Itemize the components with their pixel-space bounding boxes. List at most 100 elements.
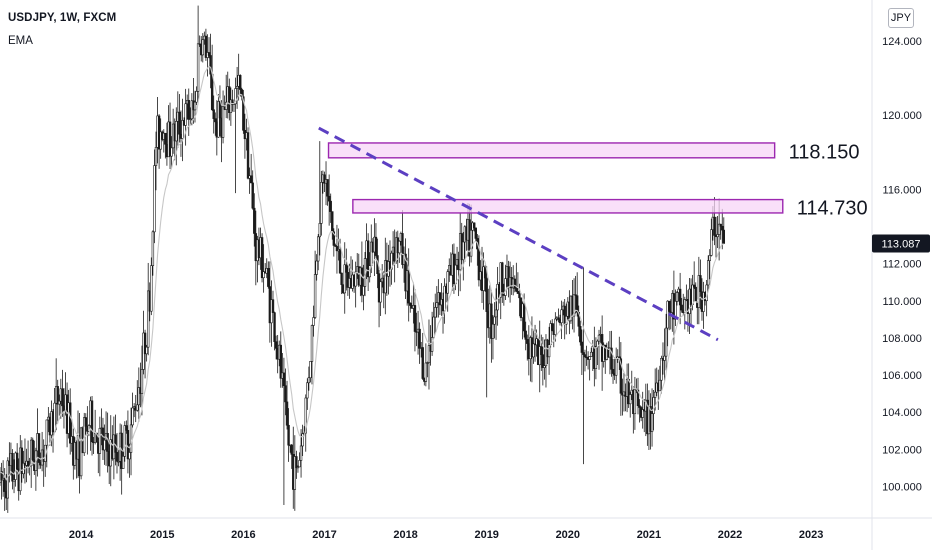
last-price-label: 113.087 — [882, 238, 921, 250]
descending-trendline[interactable] — [318, 126, 719, 342]
candle — [490, 289, 493, 363]
candle — [354, 261, 357, 308]
candle — [84, 413, 87, 435]
candle — [334, 243, 337, 247]
x-tick-label: 2016 — [231, 529, 255, 541]
candle — [312, 305, 315, 337]
candle — [721, 208, 724, 250]
x-tick-label: 2014 — [69, 529, 94, 541]
x-tick-label: 2022 — [718, 529, 742, 541]
candle — [597, 329, 601, 370]
candle — [146, 262, 150, 356]
candle — [301, 424, 304, 457]
candle — [702, 281, 705, 329]
candle — [61, 369, 64, 417]
candle — [26, 440, 30, 474]
candle — [249, 153, 253, 184]
candle — [551, 319, 554, 332]
candle — [580, 329, 584, 375]
candle — [474, 227, 477, 242]
candle — [619, 342, 623, 416]
x-tick-label: 2015 — [150, 529, 174, 541]
candle — [663, 328, 666, 381]
candle — [282, 357, 286, 506]
candle — [12, 459, 16, 494]
candle — [362, 264, 365, 311]
candle — [90, 396, 94, 456]
trendline[interactable] — [318, 126, 719, 342]
candle — [296, 465, 300, 473]
candle — [532, 330, 535, 364]
candle — [722, 217, 726, 244]
candle — [239, 74, 242, 96]
candle — [117, 448, 120, 467]
candle — [253, 193, 256, 247]
candle — [692, 261, 696, 289]
ema-line — [0, 65, 724, 481]
candle — [136, 380, 139, 412]
candle — [641, 391, 644, 429]
candle — [427, 319, 431, 390]
y-tick-label: 120.000 — [882, 110, 922, 122]
candle — [279, 331, 282, 388]
candle — [306, 378, 309, 410]
resistance-zones[interactable]: 118.150 114.730 — [327, 141, 868, 219]
candle — [0, 462, 3, 500]
candle — [207, 37, 211, 59]
candle — [234, 77, 237, 194]
candle — [329, 193, 332, 223]
candle — [629, 391, 632, 418]
candle — [153, 149, 156, 244]
candle — [320, 170, 323, 236]
resistance-zone-1[interactable] — [327, 142, 776, 159]
candle — [513, 275, 516, 293]
candle — [716, 216, 719, 249]
candle — [526, 334, 529, 361]
candle — [58, 394, 61, 416]
candle — [201, 33, 204, 63]
candle — [516, 272, 520, 294]
candle — [140, 345, 144, 416]
candle — [610, 330, 613, 377]
candle — [379, 278, 382, 316]
candle — [491, 315, 495, 360]
symbol-title: USDJPY, 1W, FXCM — [8, 12, 117, 24]
candle — [327, 174, 331, 226]
candle — [582, 267, 585, 465]
candle — [588, 356, 591, 381]
candle — [678, 272, 682, 325]
candle — [3, 468, 6, 511]
candle — [204, 28, 208, 61]
candle — [115, 433, 119, 474]
candle — [653, 368, 657, 411]
candle — [680, 297, 683, 313]
candle — [212, 95, 215, 134]
candle — [384, 237, 387, 315]
currency-badge[interactable]: JPY — [888, 8, 914, 28]
candle — [170, 136, 173, 168]
y-tick-label: 102.000 — [882, 444, 922, 456]
candle — [293, 435, 297, 511]
candle — [374, 223, 378, 258]
candle — [540, 334, 543, 371]
candle — [45, 419, 48, 468]
candle — [231, 89, 234, 112]
candle — [462, 231, 465, 281]
candle — [242, 89, 245, 134]
candle — [401, 210, 404, 269]
candle — [195, 86, 198, 105]
candle — [652, 389, 655, 431]
candle — [366, 233, 370, 292]
ema-path — [0, 65, 724, 481]
candle — [221, 90, 225, 144]
last-price-tag: 113.087 — [872, 234, 930, 253]
candle — [594, 337, 598, 380]
candle — [675, 291, 679, 306]
candle — [398, 240, 401, 263]
candle — [137, 367, 141, 422]
candle — [426, 361, 429, 378]
resistance-zone-2[interactable] — [352, 198, 784, 214]
y-tick-label: 110.000 — [883, 296, 922, 308]
candle — [469, 204, 473, 263]
